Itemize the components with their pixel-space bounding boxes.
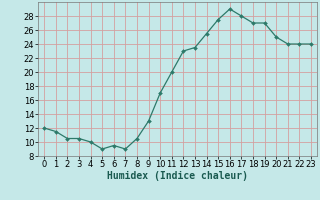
X-axis label: Humidex (Indice chaleur): Humidex (Indice chaleur) (107, 171, 248, 181)
